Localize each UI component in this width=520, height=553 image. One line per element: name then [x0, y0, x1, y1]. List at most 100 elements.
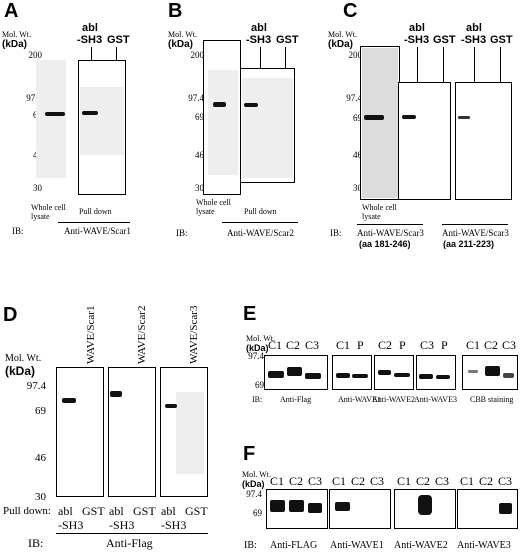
mw-unit: (kDa): [2, 39, 28, 50]
antibody-label: Anti-WAVE3: [414, 395, 457, 404]
antibody-label: Anti-WAVE/Scar3: [357, 228, 424, 238]
divider: [222, 222, 298, 223]
lane-c1: C1: [270, 474, 285, 488]
lane-c2: C2: [378, 338, 393, 352]
marker-30: 30: [33, 183, 42, 193]
pull-down-label: Pull down:: [3, 505, 51, 517]
lane-label-whole-cell: Whole cell lysate: [196, 198, 231, 216]
col-header-sh3: -SH3: [77, 34, 103, 46]
blot-frame: [332, 355, 372, 390]
blot-pull-down: [80, 87, 124, 155]
antibody-label: Anti-WAVE2: [394, 540, 448, 551]
lane-connector: [285, 47, 286, 69]
band: [62, 398, 76, 403]
ib-label: IB:: [176, 228, 188, 238]
band: [308, 503, 322, 513]
lane-c3: C3: [370, 474, 385, 488]
band: [244, 103, 258, 107]
col-header-sh3: -SH3: [246, 34, 272, 46]
band: [336, 373, 350, 378]
lane-connector: [500, 47, 501, 83]
blot-frame: [108, 367, 156, 497]
antibody-label: Anti-Flag: [280, 395, 312, 404]
antibody-label: Anti-WAVE1: [338, 395, 381, 404]
marker-46: 46: [35, 452, 46, 464]
blot-frame: [455, 82, 512, 200]
divider: [442, 224, 508, 225]
band: [436, 375, 450, 379]
lane-p: P: [441, 338, 448, 352]
panel-label: C: [343, 0, 358, 22]
antibody-label: Anti-FLAG: [270, 540, 318, 551]
lane-c3: C3: [435, 474, 450, 488]
panel-label: F: [243, 443, 256, 465]
antibody-label: Anti-WAVE2: [372, 395, 415, 404]
lane-p: P: [399, 338, 406, 352]
mw-title: Mol. Wt.: [328, 30, 357, 39]
marker-46: 46: [353, 150, 362, 160]
ib-label: IB:: [28, 536, 44, 550]
antibody-label: Anti-WAVE/Scar2: [227, 228, 294, 238]
panel-label: B: [168, 0, 183, 22]
lane-c1: C1: [460, 474, 475, 488]
antibody-range: (aa 211-223): [443, 239, 495, 249]
lane-c1: C1: [332, 474, 347, 488]
blot-frame: [416, 355, 456, 390]
lane-gst: GST: [82, 504, 105, 518]
band: [82, 111, 98, 115]
lane-gst: GST: [185, 504, 208, 518]
lane-c1: C1: [336, 338, 351, 352]
marker-200: 200: [348, 50, 363, 60]
lane-abl: abl: [58, 504, 73, 518]
band: [458, 116, 470, 119]
col-header-abl: abl: [409, 22, 425, 34]
marker-69: 69: [253, 508, 262, 518]
lane-c3: C3: [308, 474, 323, 488]
mw-title: Mol. Wt.: [246, 334, 275, 343]
marker-30: 30: [35, 491, 46, 503]
lane-label-whole-cell: Whole cell lysate: [362, 203, 397, 221]
band: [165, 404, 177, 408]
band: [503, 373, 514, 378]
marker-69: 69: [353, 113, 362, 123]
lane-connector: [116, 47, 117, 61]
lane-c3: C3: [420, 338, 435, 352]
band: [352, 374, 368, 378]
lane-c1: C1: [397, 474, 412, 488]
lane-connector: [91, 47, 92, 61]
col-header-gst: GST: [107, 34, 130, 46]
marker-30: 30: [195, 183, 204, 193]
antibody-label: Anti-WAVE/Scar1: [64, 226, 131, 236]
blot-frame: [56, 367, 104, 497]
lane-sh3: -SH3: [161, 518, 187, 532]
marker-97: 97.4: [346, 93, 362, 103]
marker-69: 69: [255, 380, 264, 390]
col-header-abl: abl: [466, 22, 482, 34]
marker-97: 97.4: [246, 489, 262, 499]
mw-unit: (kDa): [328, 39, 354, 50]
antibody-label: Anti-WAVE3: [457, 540, 511, 551]
band: [45, 112, 65, 116]
marker-97: 97.4: [26, 380, 46, 392]
mw-title: Mol. Wt.: [168, 30, 197, 39]
marker-69: 69: [195, 112, 204, 122]
marker-69: 69: [35, 405, 46, 417]
band: [213, 102, 226, 107]
band: [289, 500, 304, 512]
lane-label-pull-down: Pull down: [79, 207, 112, 216]
mw-title: Mol. Wt.: [2, 30, 31, 39]
col-header-gst: GST: [276, 34, 299, 46]
band: [468, 370, 478, 373]
blot-whole-cell-lysate: [208, 70, 238, 175]
column-title: WAVE/Scar1: [85, 305, 97, 364]
lane-c3: C3: [305, 338, 320, 352]
band: [305, 373, 321, 379]
lane-c3: C3: [502, 338, 517, 352]
band: [419, 374, 433, 379]
col-header-abl: abl: [82, 22, 98, 34]
mw-unit: (kDa): [242, 479, 265, 489]
marker-46: 46: [195, 150, 204, 160]
antibody-label: CBB staining: [470, 395, 514, 404]
ib-label: IB:: [330, 228, 342, 238]
lane-c1: C1: [466, 338, 481, 352]
